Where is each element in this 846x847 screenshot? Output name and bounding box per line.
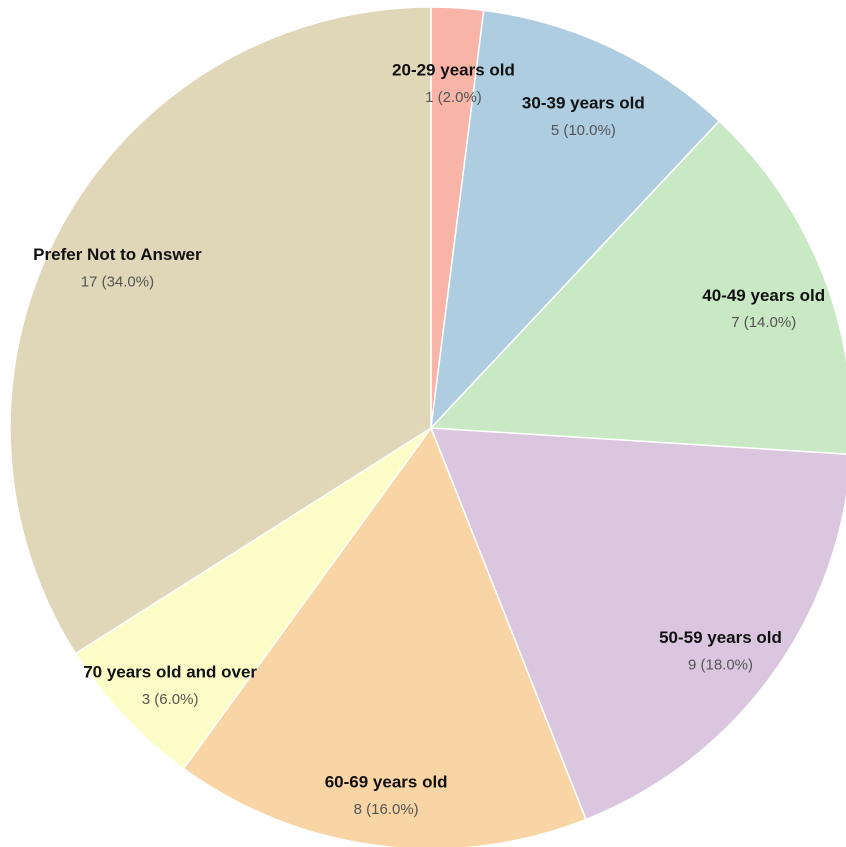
slice-value-label: 7 (14.0%) [731,314,796,331]
slice-label: 50-59 years old [659,628,782,647]
slice-label: 40-49 years old [702,286,825,305]
pie-slice [429,427,846,821]
slice-value-label: 1 (2.0%) [425,89,482,106]
slice-label: 30-39 years old [522,94,645,113]
slice-label: 60-69 years old [325,773,448,792]
slice-label: 20-29 years old [392,60,515,79]
slice-value-label: 9 (18.0%) [688,656,753,673]
pie-slice [9,6,432,655]
pie-slice [182,426,587,847]
slice-value-label: 5 (10.0%) [551,122,616,139]
pie-slice [429,9,721,431]
slice-value-label: 8 (16.0%) [354,801,419,818]
pie-slice [74,427,432,770]
slice-label: Prefer Not to Answer [33,245,202,264]
slice-label: 70 years old and over [83,662,257,681]
pie-slice [429,120,846,455]
slice-value-label: 17 (34.0%) [81,274,154,291]
slice-value-label: 3 (6.0%) [142,691,199,708]
